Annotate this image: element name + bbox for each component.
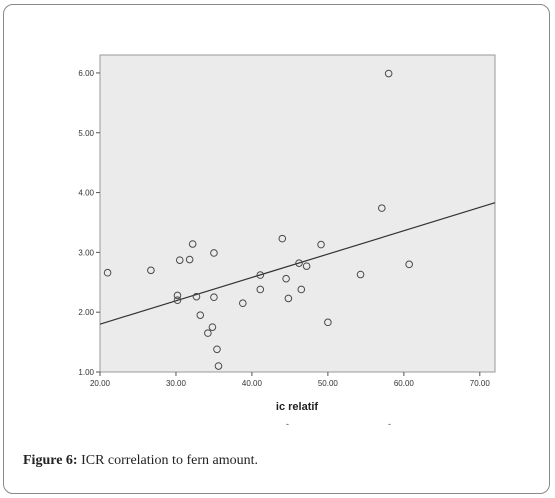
caption-text: ICR correlation to fern amount. <box>77 453 258 468</box>
data-point <box>317 240 325 249</box>
data-point <box>147 266 155 275</box>
x-axis: 20.00 30.00 40.00 50.00 60.00 70.00 <box>90 372 490 388</box>
x-tick-label: 20.00 <box>90 379 111 388</box>
data-point <box>204 329 212 337</box>
data-point <box>192 292 201 301</box>
data-point <box>173 291 182 300</box>
y-tick-label: 3.00 <box>78 248 94 257</box>
y-axis: 1.00 2.00 3.00 4.00 5.00 6.00 <box>78 69 100 377</box>
data-point <box>282 274 290 283</box>
caption-label: Figure 6: <box>23 453 78 468</box>
y-tick-label: 5.00 <box>78 129 94 138</box>
data-point <box>356 270 365 279</box>
data-point <box>256 271 265 279</box>
data-point <box>284 294 293 303</box>
x-tick-label: 60.00 <box>394 379 415 388</box>
y-tick-label: 4.00 <box>78 189 94 198</box>
figure-caption: Figure 6: ICR correlation to fern amount… <box>23 453 258 469</box>
data-point <box>210 249 218 257</box>
data-point <box>239 299 247 308</box>
plot-area <box>99 54 496 373</box>
data-point <box>295 259 303 267</box>
x-tick-label: 50.00 <box>318 379 339 388</box>
x-tick-label: 70.00 <box>470 379 491 388</box>
data-point <box>175 256 184 264</box>
data-point <box>297 285 306 294</box>
data-point <box>173 296 182 305</box>
x-tick-label: 40.00 <box>242 379 263 388</box>
data-point <box>188 240 197 248</box>
data-point <box>405 260 413 269</box>
data-point <box>210 293 218 302</box>
data-point <box>256 285 265 294</box>
axis-mark-2: - <box>388 419 391 429</box>
x-tick-label: 30.00 <box>166 379 187 388</box>
data-point <box>196 311 205 319</box>
x-axis-title: ic relatif <box>276 401 319 413</box>
data-point <box>208 323 217 331</box>
data-point <box>384 69 393 78</box>
data-point <box>214 362 223 370</box>
data-point <box>278 234 287 243</box>
data-point <box>302 262 311 270</box>
data-points <box>103 69 413 370</box>
data-point <box>213 345 221 354</box>
y-tick-label: 2.00 <box>78 308 94 317</box>
data-point <box>378 204 386 212</box>
y-tick-label: 6.00 <box>78 69 94 78</box>
y-tick-label: 1.00 <box>78 368 94 377</box>
data-point <box>185 255 194 264</box>
data-point <box>324 318 332 327</box>
axis-mark-1: - <box>286 419 289 429</box>
data-point <box>103 268 112 277</box>
regression-line <box>99 202 496 325</box>
